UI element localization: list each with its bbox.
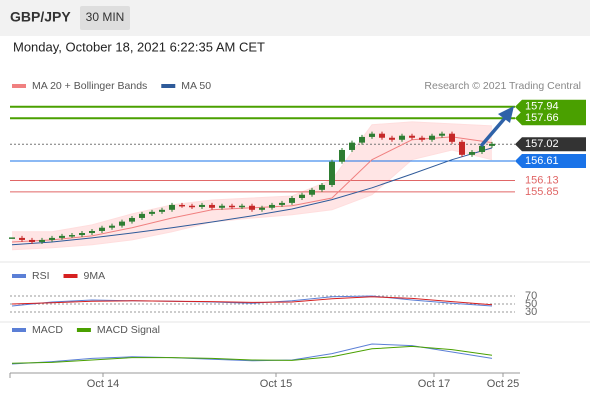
timeframe-button[interactable]	[80, 6, 130, 30]
candle	[89, 230, 95, 234]
candle	[59, 235, 65, 238]
x-tick-label: Oct 17	[418, 378, 450, 390]
legend-swatch	[12, 84, 26, 88]
candle	[359, 136, 365, 143]
chart-title: GBP/JPY	[10, 9, 71, 25]
band-upper	[12, 121, 493, 233]
candle	[119, 221, 125, 226]
candle	[149, 211, 155, 214]
candle	[219, 205, 225, 208]
indicator-line	[11, 345, 493, 364]
candle	[279, 202, 285, 205]
legend-label: MA 50	[181, 80, 211, 92]
legend-swatch	[161, 84, 176, 88]
legend-swatch	[12, 274, 26, 278]
candle	[129, 217, 135, 222]
candle	[319, 184, 325, 190]
legend-label: MACD	[32, 324, 63, 336]
y-tick-label: 50	[525, 298, 537, 310]
candle	[9, 237, 15, 239]
candle	[199, 204, 205, 207]
candle	[29, 239, 35, 242]
legend-swatch	[63, 274, 78, 278]
indicator-line	[11, 295, 493, 307]
level-label: 156.13	[525, 174, 559, 186]
level-label-box	[515, 99, 586, 114]
candle	[249, 205, 255, 210]
x-tick-label: Oct 15	[260, 378, 292, 390]
y-tick-label: 30	[525, 306, 537, 318]
candle	[19, 237, 25, 240]
bollinger-band	[12, 121, 492, 250]
y-tick-label: 70	[525, 290, 537, 302]
candle	[229, 205, 235, 208]
level-label: 155.85	[525, 186, 559, 198]
candle	[169, 204, 175, 210]
legend-swatch	[76, 328, 91, 332]
candle	[479, 145, 485, 152]
subtitle: Monday, October 18, 2021 6:22:35 AM CET	[13, 39, 265, 54]
candle	[389, 137, 395, 140]
candle	[439, 133, 445, 136]
legend-label: RSI	[32, 270, 50, 282]
level-label: 157.02	[525, 138, 559, 150]
candle	[289, 198, 295, 203]
candle	[99, 227, 105, 231]
forecast-arrow	[479, 116, 507, 148]
candle	[179, 204, 185, 207]
legend-label: MACD Signal	[97, 324, 160, 336]
candle	[269, 204, 275, 208]
plot-layers: MA 20 + Bollinger Bands MA 50 157.94157.66…	[9, 80, 586, 390]
timeframe[interactable]: 30 MIN	[86, 10, 125, 24]
candle	[339, 149, 345, 162]
candle	[159, 209, 165, 212]
moving-average	[11, 147, 493, 246]
candle	[489, 143, 495, 146]
level-label: 157.94	[525, 101, 559, 113]
level-label-box	[515, 137, 586, 152]
band-lower	[11, 149, 493, 251]
x-tick-label: Oct 25	[487, 378, 519, 390]
candle	[459, 141, 465, 155]
candle	[39, 239, 45, 242]
candle	[139, 213, 145, 218]
level-label: 156.61	[525, 155, 559, 167]
level-label: 157.66	[525, 112, 559, 124]
x-tick-label: Oct 14	[87, 378, 119, 390]
candle	[429, 135, 435, 140]
level-label-box	[515, 111, 586, 126]
candle	[419, 137, 425, 140]
candle	[189, 205, 195, 208]
candle	[239, 205, 245, 208]
candle	[209, 204, 215, 208]
legend-swatch	[12, 328, 26, 332]
candle	[109, 225, 115, 228]
candle	[349, 142, 355, 150]
forecast-arrowhead	[498, 106, 514, 123]
candle	[259, 207, 265, 210]
legend-label: MA 20 + Bollinger Bands	[32, 80, 147, 92]
candle	[79, 233, 85, 236]
indicator-line	[11, 343, 493, 365]
level-label-box	[515, 153, 586, 168]
legend-label: 9MA	[84, 270, 106, 282]
candle	[309, 189, 315, 195]
candle	[329, 161, 335, 185]
candle	[69, 235, 75, 237]
indicator-line	[11, 296, 493, 306]
candle	[399, 135, 405, 140]
source: Research © 2021 Trading Central	[424, 80, 581, 92]
candle	[49, 237, 55, 240]
candle	[469, 151, 475, 155]
candle	[449, 133, 455, 142]
candle	[379, 133, 385, 138]
candle	[299, 194, 305, 199]
candle	[369, 133, 375, 137]
candle	[409, 135, 415, 138]
